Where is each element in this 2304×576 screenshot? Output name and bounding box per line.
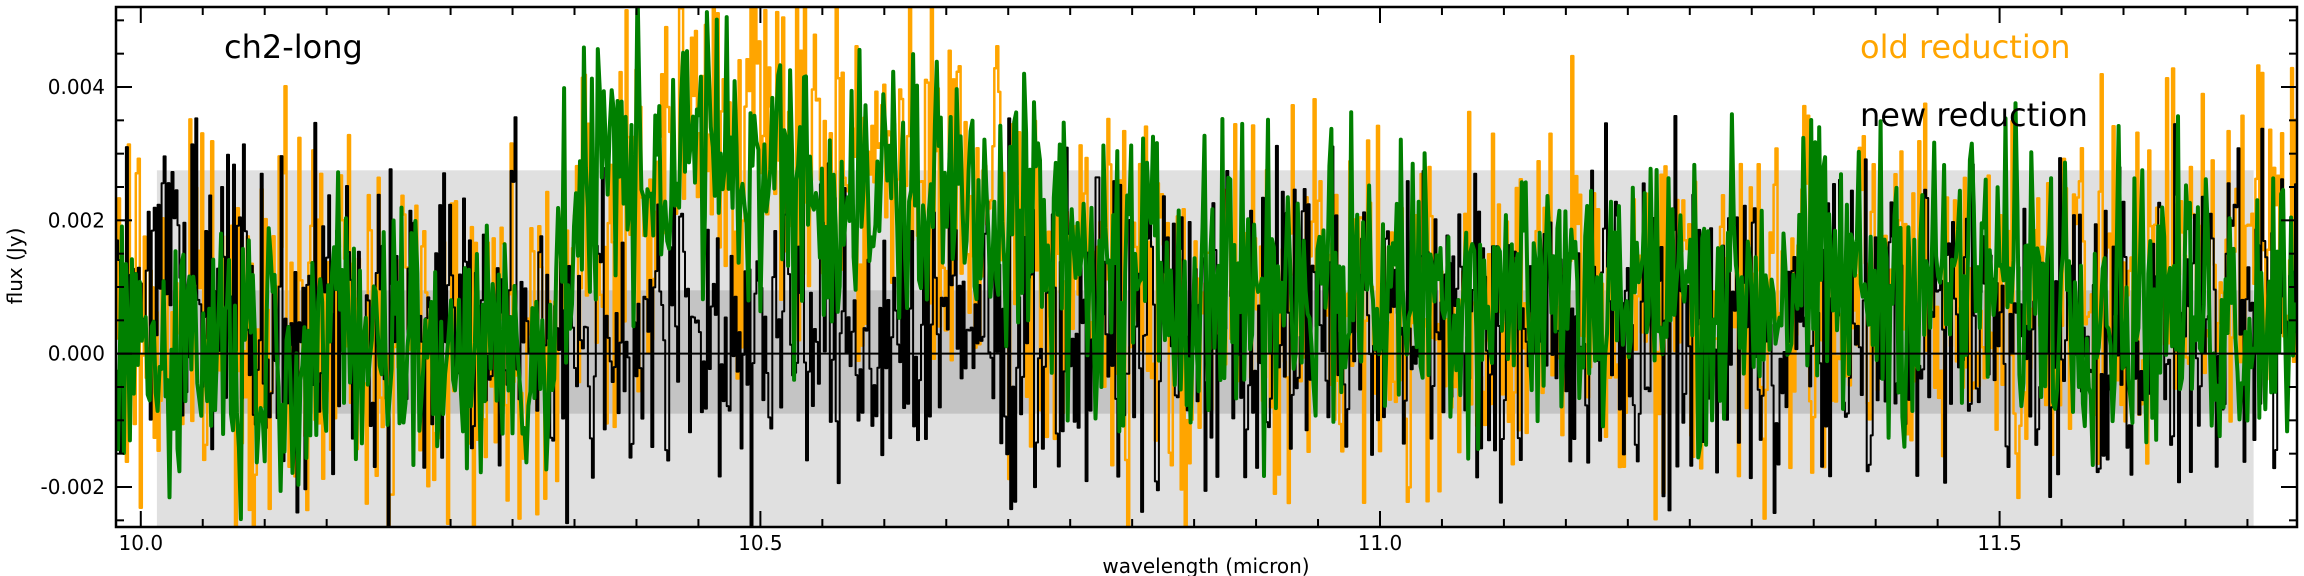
x-tick-label: 11.0 xyxy=(1358,531,1403,555)
y-axis-label: flux (Jy) xyxy=(3,228,27,305)
y-tick-label: -0.002 xyxy=(41,475,105,499)
x-tick-label: 10.5 xyxy=(738,531,783,555)
y-tick-labels: -0.002 0.000 0.002 0.004 xyxy=(41,75,105,499)
spectrum-series xyxy=(116,7,2297,527)
x-axis-label: wavelength (micron) xyxy=(1102,554,1309,576)
x-tick-labels: 10.0 10.5 11.0 11.5 xyxy=(119,531,2022,555)
annotation-old-reduction: old reduction xyxy=(1860,28,2071,66)
annotation-new-reduction: new reduction xyxy=(1860,96,2088,134)
plot-frame xyxy=(114,5,2299,529)
y-tick-label: 0.000 xyxy=(48,342,105,366)
y-tick-label: 0.002 xyxy=(48,208,105,232)
annotation-ch2-long: ch2-long xyxy=(224,28,363,66)
y-tick-label: 0.004 xyxy=(48,75,105,99)
series-line-2 xyxy=(116,7,2297,522)
x-tick-label: 10.0 xyxy=(119,531,164,555)
x-tick-label: 11.5 xyxy=(1977,531,2022,555)
axis-ticks xyxy=(116,7,2297,527)
